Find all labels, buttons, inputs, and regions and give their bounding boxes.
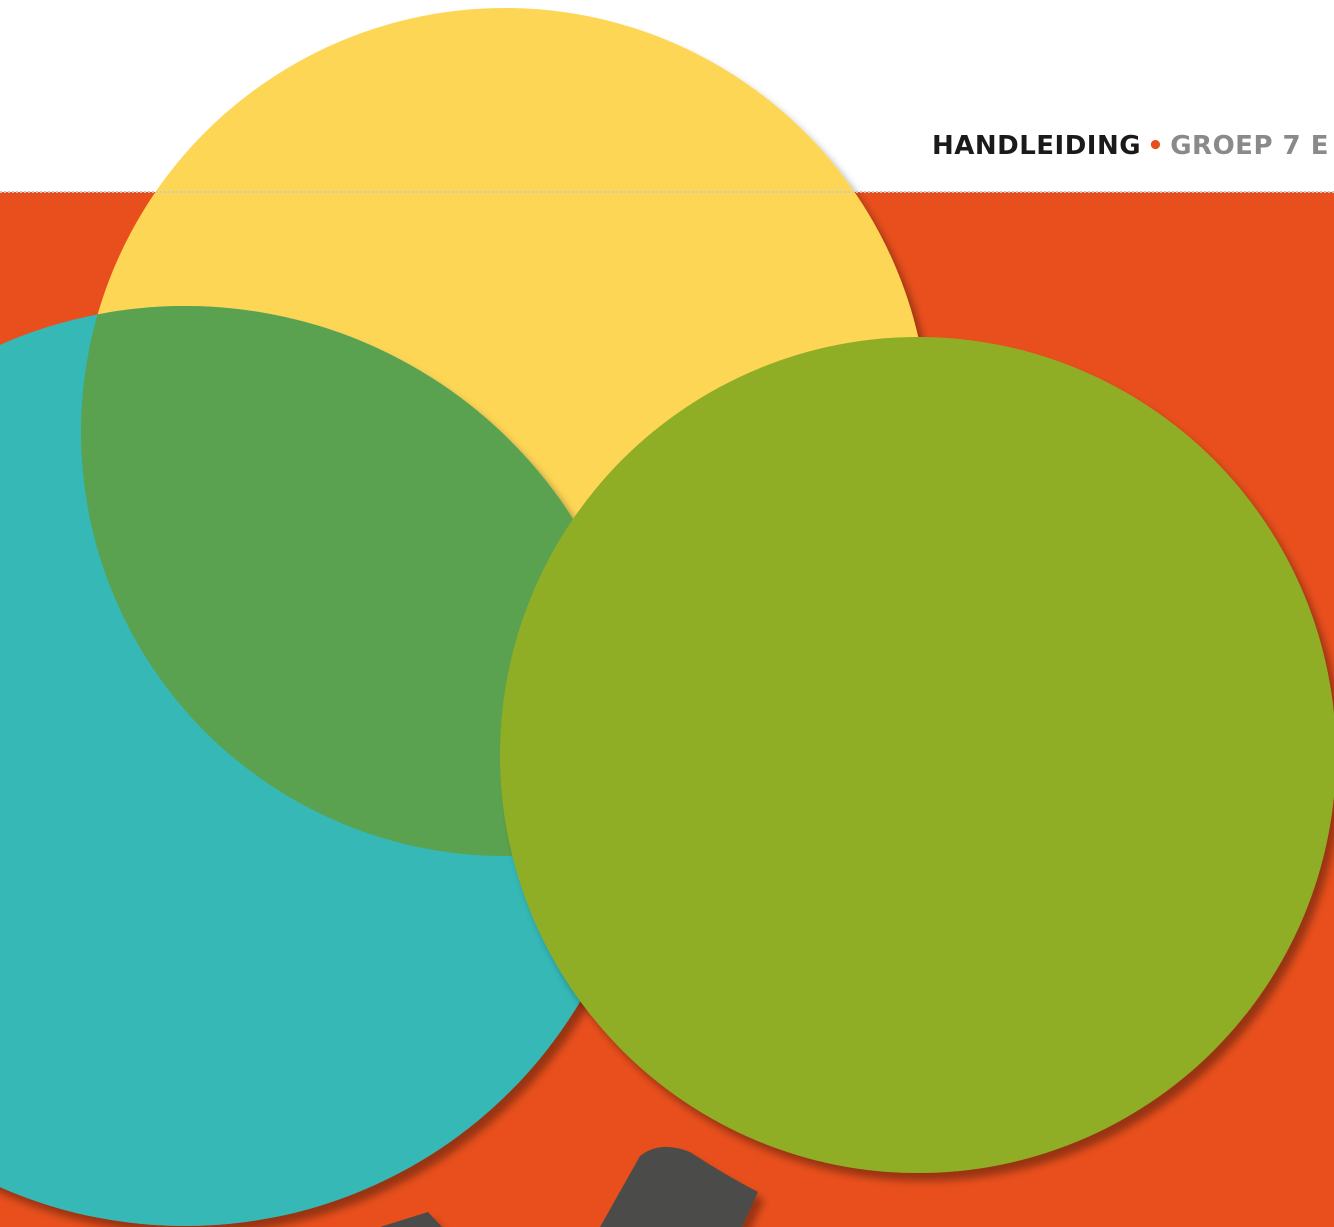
header-separator: • [1147, 131, 1165, 161]
dark-shape-right [600, 1146, 758, 1227]
dark-shape-left [380, 1212, 442, 1227]
header-text: HANDLEIDING • GROEP 7 E [932, 126, 1329, 166]
dotted-divider [0, 191, 1334, 193]
header-subtitle: GROEP 7 E [1170, 131, 1329, 161]
header-title: HANDLEIDING [932, 131, 1142, 161]
lime-circle [500, 337, 1334, 1173]
